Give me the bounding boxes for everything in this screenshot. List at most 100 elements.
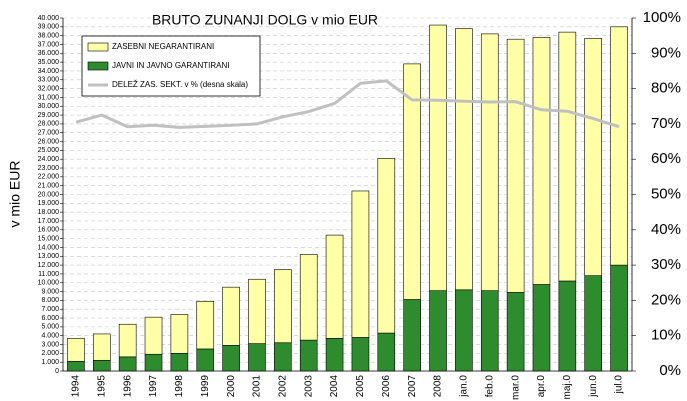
- y-tick-label: 37.000: [38, 41, 60, 48]
- x-tick-label: 1998: [174, 375, 185, 398]
- y2-tick-label: 80%: [651, 80, 681, 97]
- x-tick-label: 2004: [329, 375, 340, 398]
- y-tick-label: 4.000: [41, 333, 59, 340]
- bar-segment: [532, 284, 551, 372]
- bar-segment: [558, 280, 577, 372]
- bar-segment: [222, 286, 240, 346]
- y-tick-label: 29.000: [38, 112, 60, 119]
- y-tick-label: 14.000: [38, 244, 60, 251]
- bar-segment: [67, 360, 85, 372]
- bar-segment: [377, 158, 396, 334]
- x-tick-label: 2001: [252, 375, 263, 398]
- y-tick-label: 23.000: [38, 165, 60, 172]
- y-tick-label: 33.000: [38, 77, 60, 84]
- y-tick-label: 40.000: [38, 15, 60, 22]
- x-tick-label: 1997: [148, 375, 159, 398]
- bar-segment: [455, 28, 473, 291]
- y-tick-label: 0: [55, 368, 59, 375]
- x-tick-label: 1995: [96, 375, 107, 398]
- bar-segment: [532, 37, 551, 285]
- y-tick-label: 17.000: [38, 218, 60, 225]
- y2-tick-label: 40%: [651, 221, 681, 238]
- y2-tick-label: 100%: [643, 9, 681, 26]
- bar-segment: [429, 24, 447, 291]
- bar-segment: [92, 360, 111, 372]
- y-tick-label: 12.000: [38, 262, 60, 269]
- share-line: [75, 79, 620, 129]
- y-tick-label: 36.000: [38, 50, 60, 57]
- legend-label: DELEŽ ZAS. SEKT. v % (desna skala): [112, 80, 248, 89]
- x-tick-label: 2006: [381, 375, 392, 398]
- y-tick-label: 27.000: [38, 130, 60, 137]
- bar-segment: [196, 300, 215, 350]
- x-tick-label: 2000: [226, 375, 237, 398]
- y-axis-label: v mio EUR: [7, 161, 23, 228]
- x-tick-label: 1996: [122, 375, 133, 398]
- bar-segment: [480, 290, 499, 372]
- y-tick-label: 20.000: [38, 191, 60, 198]
- y-tick-label: 31.000: [38, 94, 60, 101]
- x-tick-label: jul.0: [614, 375, 625, 395]
- x-tick-label: 2007: [407, 375, 418, 398]
- x-tick-label: 2008: [433, 375, 444, 398]
- y2-tick-label: 30%: [651, 256, 681, 273]
- bar-segment: [274, 342, 292, 372]
- bar-segment: [558, 31, 577, 282]
- bar-segment: [274, 269, 292, 344]
- y-tick-label: 10.000: [38, 280, 60, 287]
- bar-segment: [480, 33, 499, 291]
- y2-tick-label: 0%: [659, 362, 681, 379]
- y-tick-label: 38.000: [38, 32, 60, 39]
- bar-segment: [196, 348, 215, 372]
- legend-swatch: [87, 42, 109, 52]
- x-tick-label: jun.0: [588, 375, 599, 398]
- bar-segment: [325, 338, 344, 372]
- y-tick-label: 32.000: [38, 85, 60, 92]
- bar-segment: [170, 353, 189, 372]
- bar-segment: [455, 289, 473, 372]
- bar-segment: [170, 314, 189, 354]
- y-tick-label: 34.000: [38, 68, 60, 75]
- x-tick-label: 2005: [355, 375, 366, 398]
- bar-segment: [403, 63, 421, 300]
- x-tick-label: 1999: [200, 375, 211, 398]
- bar-segment: [429, 290, 447, 372]
- bar-segment: [144, 316, 163, 355]
- bar-segment: [610, 264, 628, 372]
- y-tick-label: 13.000: [38, 253, 60, 260]
- x-tick-label: 2002: [277, 375, 288, 398]
- bar-segment: [506, 38, 525, 293]
- y-tick-label: 25.000: [38, 147, 60, 154]
- bar-segment: [118, 323, 137, 358]
- y-tick-label: 24.000: [38, 156, 60, 163]
- y-tick-label: 26.000: [38, 138, 60, 145]
- bar-segment: [67, 338, 85, 362]
- x-tick-label: mar.0: [510, 375, 521, 400]
- bar-segment: [610, 26, 628, 266]
- bar-segment: [584, 37, 603, 276]
- y2-tick-label: 10%: [651, 327, 681, 344]
- y2-tick-label: 90%: [651, 44, 681, 61]
- y-tick-label: 21.000: [38, 183, 60, 190]
- legend-box: [81, 35, 261, 97]
- y-tick-label: 2.000: [41, 350, 59, 357]
- y-tick-label: 35.000: [38, 59, 60, 66]
- x-tick-label: jan.0: [459, 375, 470, 398]
- y-tick-label: 39.000: [38, 24, 60, 31]
- x-tick-label: 2003: [303, 375, 314, 398]
- y2-tick-label: 70%: [651, 115, 681, 132]
- y-tick-label: 30.000: [38, 103, 60, 110]
- bar-segment: [222, 345, 240, 372]
- y-tick-label: 8.000: [41, 297, 59, 304]
- y-tick-label: 7.000: [41, 306, 59, 313]
- y-tick-label: 11.000: [38, 271, 59, 278]
- y2-tick-label: 20%: [651, 291, 681, 308]
- bar-segment: [351, 190, 370, 338]
- y-tick-label: 19.000: [38, 200, 60, 207]
- y-tick-label: 15.000: [38, 235, 60, 242]
- y-tick-label: 3.000: [41, 341, 59, 348]
- y-tick-label: 6.000: [41, 315, 59, 322]
- y-tick-label: 9.000: [41, 288, 59, 295]
- legend-swatch: [87, 61, 109, 71]
- y-tick-label: 18.000: [38, 209, 60, 216]
